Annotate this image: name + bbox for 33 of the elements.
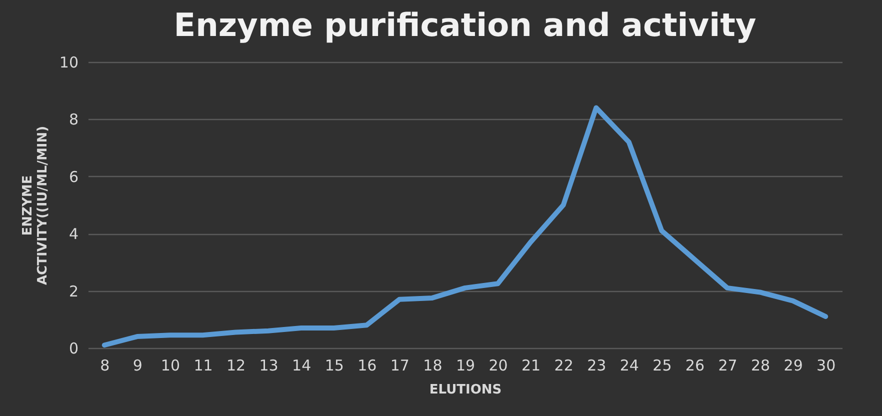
x-tick-label: 15 [324, 356, 344, 374]
text: ACTIVITY((IU/ML/MIN) [35, 126, 50, 286]
x-tick-label: 8 [100, 356, 110, 374]
x-tick-label: 16 [358, 356, 377, 374]
y-tick-label: 2 [68, 282, 78, 300]
x-tick-label: 14 [292, 356, 312, 374]
x-tick-label: 26 [685, 356, 705, 374]
x-tick-label: 18 [423, 356, 442, 374]
x-tick-label: 17 [390, 356, 410, 374]
x-tick-label: 21 [522, 356, 541, 374]
x-tick-label: 29 [784, 356, 803, 374]
x-axis-title: ELUTIONS [429, 382, 502, 398]
y-tick-label: 4 [68, 225, 78, 244]
x-tick-label: 28 [750, 356, 770, 374]
y-tick-label: 6 [68, 168, 78, 186]
x-tick-label: 25 [652, 356, 672, 374]
y-tick-label: 0 [68, 340, 78, 358]
x-tick-label: 30 [816, 356, 836, 374]
x-tick-label: 19 [456, 356, 476, 374]
y-tick-label: 10 [59, 54, 78, 72]
y-tick-label: 8 [68, 110, 78, 129]
x-tick-label: 23 [587, 356, 606, 374]
text: ENZYME [20, 175, 36, 236]
x-tick-label: 22 [554, 356, 574, 374]
x-tick-label: 20 [488, 356, 508, 374]
chart-title: Enzyme purification and activity [174, 6, 756, 44]
x-tick-label: 27 [718, 356, 738, 374]
x-tick-label: 13 [259, 356, 278, 374]
x-tick-label: 12 [226, 356, 246, 374]
x-tick-label: 10 [160, 356, 180, 374]
x-tick-label: 9 [132, 356, 142, 374]
x-tick-label: 24 [620, 356, 639, 374]
x-tick-label: 11 [194, 356, 213, 374]
